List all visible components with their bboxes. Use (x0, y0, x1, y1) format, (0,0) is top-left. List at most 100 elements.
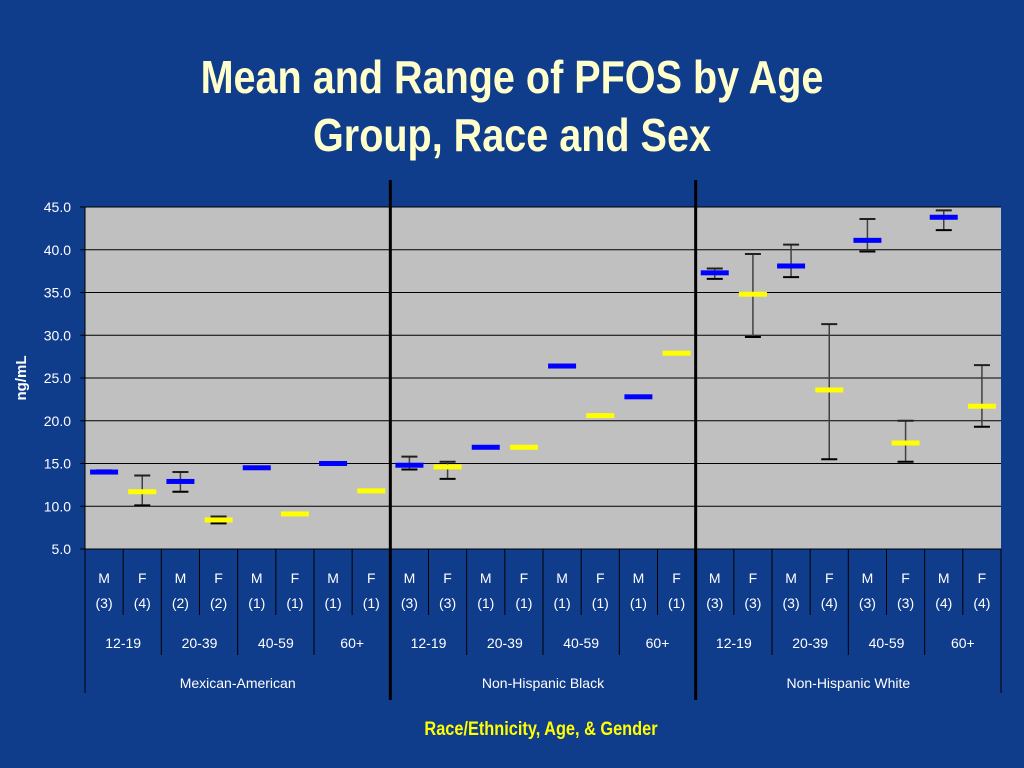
category-sex-label: F (978, 570, 987, 586)
age-group-label: 60+ (340, 635, 364, 651)
category-n-label: (2) (172, 595, 189, 611)
category-sex-label: M (327, 570, 339, 586)
category-n-label: (1) (325, 595, 342, 611)
category-sex-label: F (825, 570, 834, 586)
male-mean-marker (471, 444, 500, 450)
y-tick-label: 10.0 (44, 498, 71, 514)
age-group-label: 20-39 (792, 635, 828, 651)
y-axis-label: ng/mL (13, 356, 30, 401)
category-sex-label: M (404, 570, 416, 586)
gridlines (80, 206, 1001, 550)
category-sex-label: M (480, 570, 492, 586)
category-axis: M (3) F (4) 12-19 M (2) F (2) 20-39 M (1) F (1) 40-59 M… (84, 549, 1002, 693)
category-n-label: (4) (134, 595, 151, 611)
category-n-label: (1) (363, 595, 380, 611)
male-mean-marker (700, 270, 729, 276)
category-sex-label: F (672, 570, 681, 586)
category-sex-label: M (938, 570, 950, 586)
y-tick-label: 30.0 (44, 327, 71, 343)
category-sex-label: M (175, 570, 187, 586)
age-group-label: 40-59 (563, 635, 599, 651)
category-n-label: (3) (96, 595, 113, 611)
category-sex-label: M (709, 570, 721, 586)
male-mean-marker (90, 469, 119, 475)
category-n-label: (3) (783, 595, 800, 611)
category-sex-label: M (98, 570, 110, 586)
y-tick-label: 45.0 (44, 199, 71, 215)
male-mean-marker (929, 214, 958, 220)
female-mean-marker (738, 291, 767, 297)
category-n-label: (3) (401, 595, 418, 611)
female-mean-marker (967, 403, 996, 409)
y-tick-label: 35.0 (44, 285, 71, 301)
category-n-label: (3) (859, 595, 876, 611)
category-sex-label: F (443, 570, 452, 586)
category-n-label: (4) (973, 595, 990, 611)
category-n-label: (3) (439, 595, 456, 611)
male-mean-marker (777, 263, 806, 269)
y-tick-label: 20.0 (44, 413, 71, 429)
category-n-label: (3) (897, 595, 914, 611)
data-marks (90, 209, 996, 525)
category-n-label: (4) (821, 595, 838, 611)
category-sex-label: F (596, 570, 605, 586)
category-sex-label: F (291, 570, 300, 586)
y-tick-labels: 5.0 10.0 15.0 20.0 25.0 30.0 35.0 40.0 45.0 (44, 199, 71, 557)
age-group-label: 20-39 (182, 635, 218, 651)
slide-title: Mean and Range of PFOS by Age Group, Rac… (72, 48, 953, 164)
category-n-label: (2) (210, 595, 227, 611)
male-mean-marker (319, 461, 348, 466)
category-n-label: (1) (286, 595, 303, 611)
title-line-2: Group, Race and Sex (313, 109, 711, 161)
female-mean-marker (891, 440, 920, 446)
y-tick-label: 15.0 (44, 456, 71, 472)
category-n-label: (1) (477, 595, 494, 611)
female-mean-marker (662, 350, 691, 356)
category-n-label: (4) (935, 595, 952, 611)
y-tick-label: 25.0 (44, 370, 71, 386)
category-sex-label: F (138, 570, 147, 586)
female-mean-marker (433, 464, 462, 470)
category-n-label: (3) (744, 595, 761, 611)
category-n-label: (1) (668, 595, 685, 611)
male-mean-marker (166, 478, 195, 484)
female-mean-marker (586, 413, 615, 419)
female-mean-marker (280, 511, 309, 517)
male-mean-marker (548, 363, 577, 369)
male-mean-marker (624, 394, 653, 400)
category-sex-label: F (520, 570, 529, 586)
male-mean-marker (242, 465, 271, 471)
category-n-label: (3) (706, 595, 723, 611)
race-group-label: Non-Hispanic White (786, 675, 910, 691)
male-mean-marker (853, 237, 882, 243)
race-group-label: Mexican-American (180, 675, 296, 691)
category-sex-label: M (556, 570, 568, 586)
category-sex-label: M (633, 570, 645, 586)
category-n-label: (1) (630, 595, 647, 611)
y-tick-label: 5.0 (52, 541, 72, 557)
category-sex-label: F (214, 570, 223, 586)
category-sex-label: M (251, 570, 263, 586)
age-group-label: 60+ (646, 635, 670, 651)
female-mean-marker (509, 444, 538, 450)
male-mean-marker (395, 462, 424, 468)
female-mean-marker (204, 517, 233, 523)
y-tick-label: 40.0 (44, 242, 71, 258)
category-sex-label: F (367, 570, 376, 586)
x-axis-label: Race/Ethnicity, Age, & Gender (424, 718, 657, 739)
age-group-label: 12-19 (716, 635, 752, 651)
category-sex-label: M (785, 570, 797, 586)
female-mean-marker (815, 387, 844, 393)
race-group-label: Non-Hispanic Black (482, 675, 605, 691)
age-group-label: 12-19 (105, 635, 141, 651)
category-n-label: (1) (554, 595, 571, 611)
female-mean-marker (357, 488, 386, 494)
category-n-label: (1) (592, 595, 609, 611)
category-sex-label: F (749, 570, 758, 586)
age-group-label: 20-39 (487, 635, 523, 651)
age-group-label: 12-19 (411, 635, 447, 651)
age-group-label: 40-59 (869, 635, 905, 651)
title-line-1: Mean and Range of PFOS by Age (200, 51, 824, 103)
category-n-label: (1) (515, 595, 532, 611)
